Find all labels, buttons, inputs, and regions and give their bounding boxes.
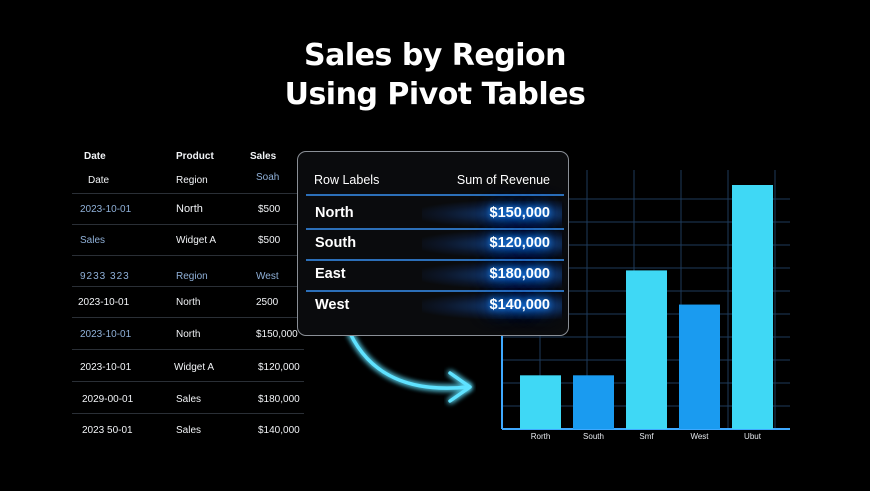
pivot-table: Row Labels Sum of Revenue North $150,000… bbox=[297, 151, 569, 336]
x-tick-label: West bbox=[690, 432, 709, 440]
table-cell: $180,000 bbox=[258, 394, 300, 405]
pivot-row-value: $180,000 bbox=[489, 266, 550, 282]
table-cell: Region bbox=[176, 175, 208, 186]
pivot-row-value: $120,000 bbox=[489, 235, 550, 251]
x-tick-label: Ubut bbox=[744, 432, 762, 440]
table-cell: Soah bbox=[256, 172, 280, 183]
x-tick-label: South bbox=[583, 432, 604, 440]
table-cell: $500 bbox=[258, 235, 281, 246]
table-cell: Region bbox=[176, 271, 208, 282]
page-title-line-2: Using Pivot Tables bbox=[284, 77, 586, 112]
row-divider bbox=[72, 286, 304, 287]
table-cell: Sales bbox=[80, 235, 106, 246]
table-cell: Date bbox=[88, 175, 110, 186]
bar-rorth bbox=[520, 375, 561, 429]
table-cell: 2023-10-01 bbox=[80, 362, 132, 373]
bar-smf bbox=[626, 270, 667, 429]
row-divider bbox=[72, 317, 304, 318]
pivot-row-label: North bbox=[315, 205, 354, 221]
pivot-divider bbox=[306, 228, 564, 230]
table-cell: $140,000 bbox=[258, 425, 300, 436]
column-header-sales: Sales bbox=[250, 151, 277, 162]
table-cell: 2023-10-01 bbox=[80, 204, 132, 215]
pivot-row-label: South bbox=[315, 235, 357, 251]
row-divider bbox=[72, 381, 304, 382]
value-glow bbox=[422, 262, 562, 288]
pivot-row-label: West bbox=[315, 297, 350, 313]
value-glow bbox=[422, 201, 562, 227]
row-divider bbox=[72, 349, 304, 350]
table-cell: 2023 50-01 bbox=[82, 425, 133, 436]
pivot-divider bbox=[306, 259, 564, 261]
table-cell: $120,000 bbox=[258, 362, 300, 373]
bar-south bbox=[573, 375, 614, 429]
table-cell: 2500 bbox=[256, 297, 279, 308]
table-cell: West bbox=[256, 271, 279, 282]
pivot-header-sum-of-revenue: Sum of Revenue bbox=[456, 173, 550, 187]
row-divider bbox=[72, 413, 304, 414]
value-glow bbox=[422, 231, 562, 257]
table-cell: Widget A bbox=[174, 362, 215, 373]
table-cell: $500 bbox=[258, 204, 281, 215]
table-cell: North bbox=[176, 297, 201, 308]
pivot-row-label: East bbox=[315, 266, 346, 282]
x-tick-label: Rorth bbox=[531, 432, 551, 440]
value-glow bbox=[422, 293, 562, 319]
bar-ubut bbox=[732, 185, 773, 429]
pivot-row-value: $150,000 bbox=[489, 205, 550, 221]
bar-chart: Rorth South Smf West Ubut bbox=[501, 170, 790, 440]
x-tick-label: Smf bbox=[639, 432, 654, 440]
table-cell: 2029-00-01 bbox=[82, 394, 134, 405]
column-header-product: Product bbox=[176, 151, 214, 162]
table-cell: Sales bbox=[176, 394, 202, 405]
row-divider bbox=[72, 193, 304, 194]
page-title-line-1: Sales by Region bbox=[304, 38, 566, 73]
table-cell: 9233 323 bbox=[80, 271, 130, 282]
table-cell: North bbox=[176, 329, 201, 340]
pivot-divider bbox=[306, 290, 564, 292]
row-divider bbox=[72, 255, 304, 256]
column-header-date: Date bbox=[84, 151, 106, 162]
table-cell: $150,000 bbox=[256, 329, 298, 340]
table-cell: Sales bbox=[176, 425, 202, 436]
bar-west bbox=[679, 304, 720, 429]
row-divider bbox=[72, 224, 304, 225]
curved-arrow-icon bbox=[348, 331, 472, 403]
pivot-row-value: $140,000 bbox=[489, 297, 550, 313]
pivot-header-row-labels: Row Labels bbox=[314, 173, 380, 187]
table-cell: 2023-10-01 bbox=[78, 297, 130, 308]
table-cell: Widget A bbox=[176, 235, 217, 246]
table-cell: 2023-10-01 bbox=[80, 329, 132, 340]
table-cell: North bbox=[176, 203, 203, 215]
pivot-divider bbox=[306, 194, 564, 196]
